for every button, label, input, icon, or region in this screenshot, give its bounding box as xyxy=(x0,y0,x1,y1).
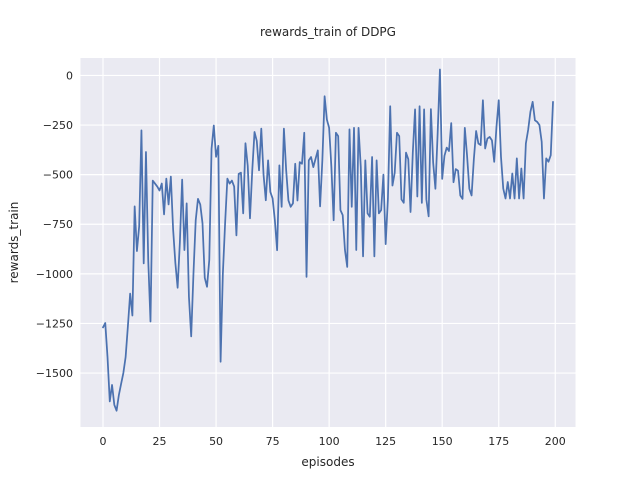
y-tick-label: −1250 xyxy=(36,317,73,330)
plot-area xyxy=(80,58,576,427)
y-tick-labels: 0 −250 −500 −750 −1000 −1250 −1500 xyxy=(36,69,73,380)
y-tick-label: −750 xyxy=(43,218,73,231)
y-tick-label: −500 xyxy=(43,169,73,182)
y-tick-label: −1500 xyxy=(36,367,73,380)
chart-title: rewards_train of DDPG xyxy=(260,25,396,39)
x-axis-label: episodes xyxy=(301,455,354,469)
x-tick-labels: 0 25 50 75 100 125 150 175 200 xyxy=(100,435,566,448)
y-axis-label: rewards_train xyxy=(7,202,21,284)
x-tick-label: 150 xyxy=(432,435,453,448)
y-tick-label: −1000 xyxy=(36,268,73,281)
x-tick-label: 50 xyxy=(209,435,223,448)
x-tick-label: 75 xyxy=(266,435,280,448)
x-tick-label: 100 xyxy=(319,435,340,448)
x-tick-label: 175 xyxy=(488,435,509,448)
y-tick-label: 0 xyxy=(66,69,73,82)
x-tick-label: 25 xyxy=(153,435,167,448)
x-tick-label: 0 xyxy=(100,435,107,448)
rewards-line xyxy=(102,68,554,412)
x-tick-label: 200 xyxy=(545,435,566,448)
x-tick-label: 125 xyxy=(375,435,396,448)
y-tick-label: −250 xyxy=(43,119,73,132)
